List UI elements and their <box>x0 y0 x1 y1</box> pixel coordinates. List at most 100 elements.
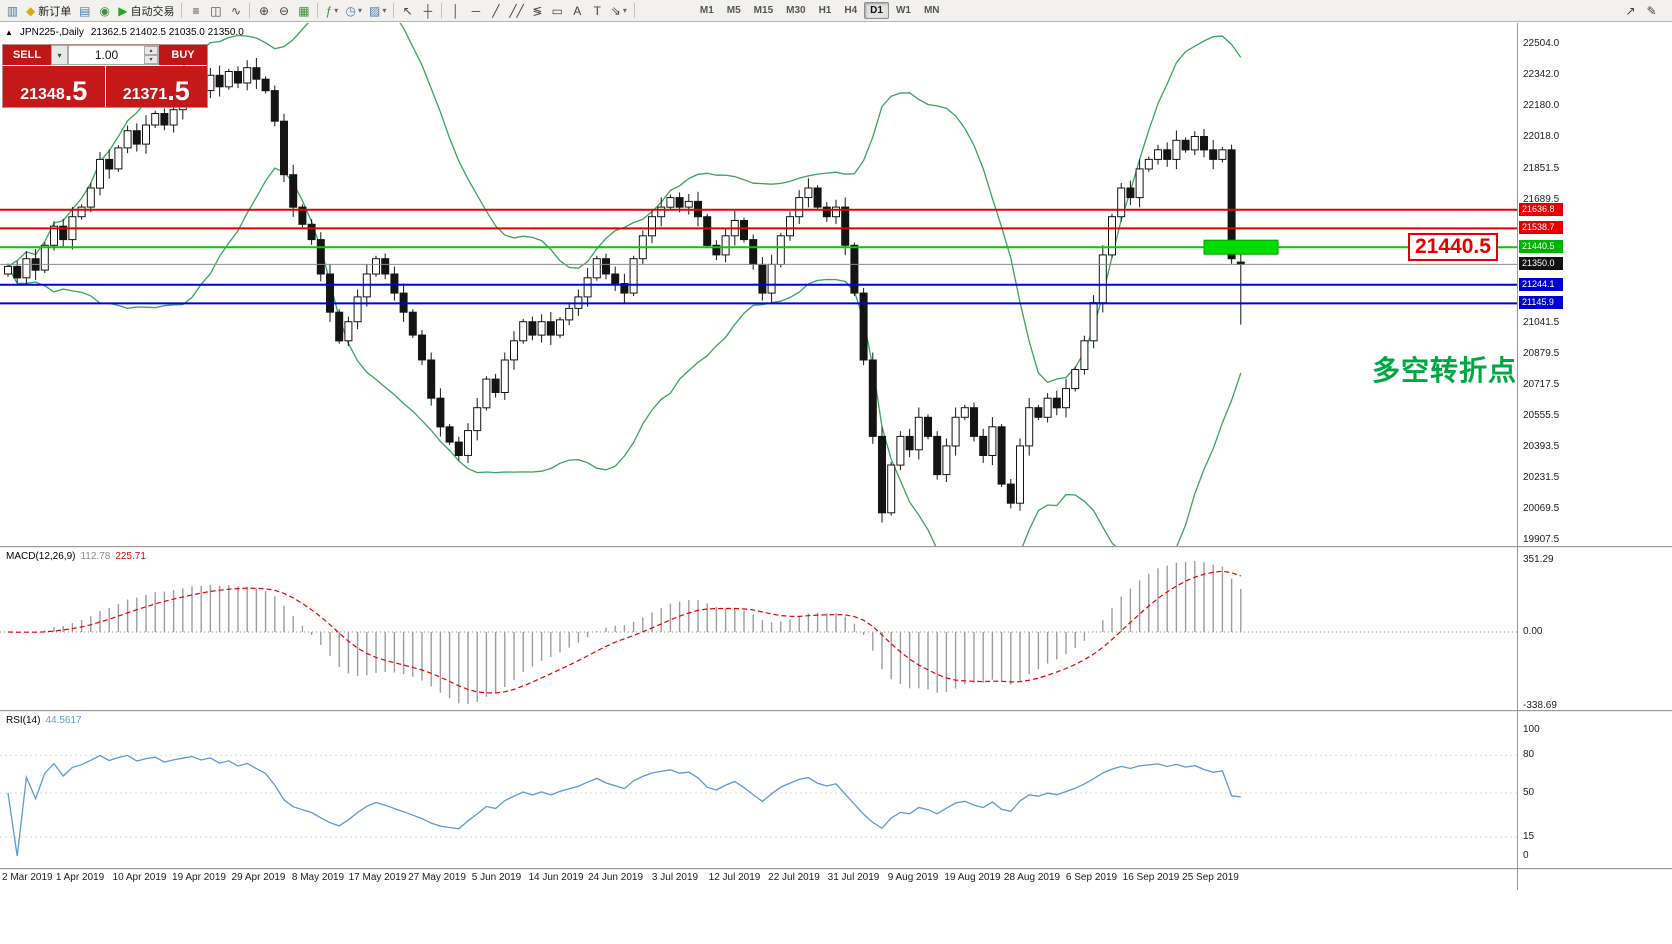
periods-button[interactable]: ◷ ▾ <box>342 1 365 20</box>
candle-body <box>427 359 436 399</box>
candle <box>1163 142 1172 167</box>
candlestick-chart-button[interactable]: ◫ <box>206 1 225 20</box>
pen-tool-button[interactable]: ✎ <box>1642 1 1661 20</box>
zoom-in-button[interactable]: ⊕ <box>254 1 273 20</box>
sell-price-frac: .5 <box>64 76 88 107</box>
candle <box>316 232 325 282</box>
rsi-name: RSI(14) <box>6 715 41 726</box>
candle-body <box>510 340 518 361</box>
price-tag: 21350.0 <box>1519 257 1563 271</box>
candle <box>951 407 960 456</box>
horizontal-line-button[interactable]: ─ <box>466 1 485 20</box>
timeframe-m1-button[interactable]: M1 <box>699 5 714 16</box>
horizontal-line-icon: ─ <box>471 3 481 18</box>
trade-panel-toggle-icon[interactable]: ▲ <box>5 28 13 37</box>
candle <box>620 273 629 303</box>
equidistant-channel-button[interactable]: ╱╱ <box>506 1 526 20</box>
pointer-tool-button[interactable]: ↗ <box>1621 1 1640 20</box>
volume-up-button[interactable]: ▴ <box>144 46 158 55</box>
candle-body <box>1227 149 1236 260</box>
buy-button[interactable]: BUY <box>159 45 207 65</box>
new-order-button[interactable]: ◆ 新订单 <box>23 1 74 20</box>
candle <box>50 221 58 251</box>
timeframe-h1-button[interactable]: H1 <box>818 5 832 16</box>
crosshair-button[interactable]: ┼ <box>418 1 437 20</box>
buy-price-button[interactable]: 21371.5 <box>105 66 207 107</box>
candle <box>344 316 353 346</box>
candle <box>500 352 509 400</box>
candle-body <box>942 445 951 476</box>
bar-chart-button[interactable]: ≡ <box>186 1 205 20</box>
timeframe-m30-button[interactable]: M30 <box>786 5 806 16</box>
vertical-line-button[interactable]: │ <box>446 1 465 20</box>
macd-indicator-canvas[interactable] <box>0 548 1517 710</box>
candle-body <box>565 307 574 321</box>
candle-body <box>1098 254 1107 304</box>
time-axis-label: 2 Mar 2019 <box>2 872 53 883</box>
candle <box>77 204 86 220</box>
price-axis-label: 21689.5 <box>1523 193 1560 205</box>
timeframe-m15-button[interactable]: M15 <box>753 5 774 16</box>
candle-body <box>96 158 104 189</box>
candle <box>767 254 776 303</box>
pointer-tool-icon: ↗ <box>1625 3 1636 18</box>
market-watch-button[interactable]: ▤ <box>75 1 94 20</box>
candle-body <box>556 319 564 336</box>
candle-body <box>703 216 712 246</box>
rsi-indicator-canvas[interactable] <box>0 712 1517 868</box>
price-axis[interactable]: 22504.0 22342.0 22180.0 22018.0 21851.5 21689… <box>1518 0 1672 944</box>
trendline-icon: ╱ <box>492 3 500 18</box>
candle <box>298 204 307 228</box>
sell-price-button[interactable]: 21348.5 <box>3 66 105 107</box>
candle <box>850 242 859 296</box>
price-chart-canvas[interactable] <box>0 23 1517 546</box>
timeframe-mn-button[interactable]: MN <box>923 5 940 16</box>
cursor-button[interactable]: ↖ <box>398 1 417 20</box>
zoom-out-button[interactable]: ⊖ <box>274 1 293 20</box>
navigator-button[interactable]: ◉ <box>95 1 114 20</box>
price-axis-label: 22342.0 <box>1523 68 1560 80</box>
candle <box>528 316 537 341</box>
timeframe-d1-button[interactable]: D1 <box>864 2 889 19</box>
candle <box>1236 254 1245 325</box>
sell-button[interactable]: SELL <box>3 45 51 65</box>
candle-body <box>1218 149 1227 160</box>
volume-down-button[interactable]: ▾ <box>144 55 158 64</box>
text-label-button[interactable]: T <box>588 1 607 20</box>
timeframe-m5-button[interactable]: M5 <box>726 5 741 16</box>
new-order-button: ◆ <box>26 3 36 18</box>
indicators-icon: ƒ <box>325 3 333 18</box>
fibonacci-button[interactable]: ≶ <box>528 1 547 20</box>
rsi-line <box>7 754 1241 857</box>
text-button[interactable]: A <box>568 1 587 20</box>
candle <box>1025 398 1034 456</box>
candle-body <box>620 283 629 294</box>
timeframe-h4-button[interactable]: H4 <box>844 5 858 16</box>
candle <box>988 417 997 466</box>
line-chart-button[interactable]: ∿ <box>226 1 245 20</box>
templates-button[interactable]: ▨ ▾ <box>366 1 389 20</box>
volume-input[interactable] <box>69 46 144 64</box>
trendline-button[interactable]: ╱ <box>486 1 505 20</box>
macd-panel-separator[interactable] <box>0 546 1672 548</box>
timeframe-w1-button[interactable]: W1 <box>895 5 911 16</box>
pen-tool-icon: ✎ <box>1646 3 1657 18</box>
tile-windows-button[interactable]: ▦ <box>294 1 313 20</box>
toolbar-separator <box>181 3 183 18</box>
candle <box>666 194 675 210</box>
arrow-tools-button[interactable]: ⇘ ▾ <box>608 1 630 20</box>
order-options-dropdown[interactable]: ▾ <box>51 45 68 65</box>
candle-body <box>988 426 997 456</box>
rsi-panel-separator[interactable] <box>0 710 1672 712</box>
shapes-button[interactable]: ▭ <box>548 1 567 20</box>
market-watch-icon: ▤ <box>79 3 91 18</box>
arrow-tools-icon: ⇘ <box>610 3 621 18</box>
terminal-button[interactable]: ▥ <box>3 1 22 20</box>
time-axis-label: 9 Aug 2019 <box>887 872 939 883</box>
candle <box>859 287 868 366</box>
indicators-button[interactable]: ƒ ▾ <box>322 1 341 20</box>
auto-trading-button[interactable]: ▶ 自动交易 <box>115 1 177 20</box>
time-axis[interactable]: 2 Mar 2019 1 Apr 2019 10 Apr 2019 19 Apr 20… <box>0 870 1517 890</box>
candle-body <box>224 71 233 88</box>
candle-body <box>684 200 693 208</box>
